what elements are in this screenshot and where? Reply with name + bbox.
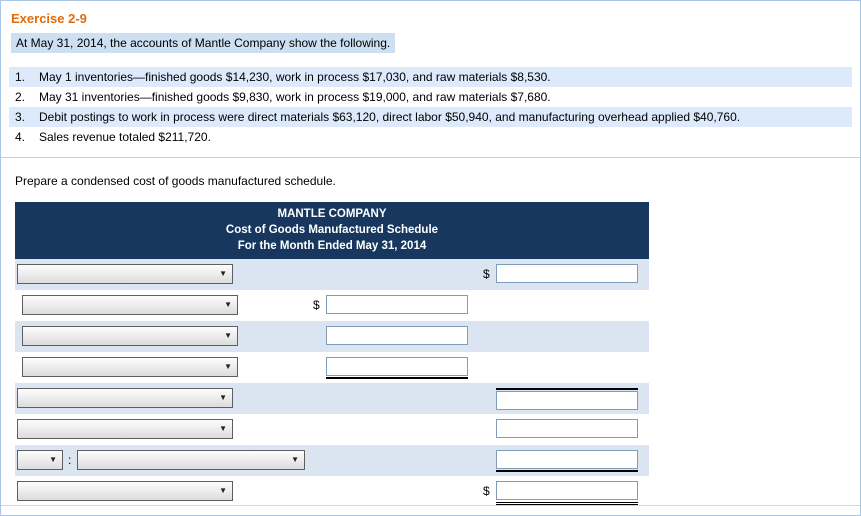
amount-cell xyxy=(326,357,468,380)
dollar-sign: $ xyxy=(483,484,490,499)
exercise-title: Exercise 2-9 xyxy=(11,11,87,26)
amount-cell xyxy=(496,419,638,439)
list-item-number: 3. xyxy=(15,109,26,124)
section-divider xyxy=(1,157,860,158)
schedule-row: ▼ xyxy=(15,414,649,445)
exercise-content: Exercise 2-9 At May 31, 2014, the accoun… xyxy=(1,1,860,506)
amount-cell xyxy=(496,450,638,473)
company-name: MANTLE COMPANY xyxy=(277,208,387,220)
account-dropdown[interactable]: ▼ xyxy=(17,388,233,409)
list-item: 4. Sales revenue totaled $211,720. xyxy=(9,127,852,147)
qualifier-dropdown[interactable]: ▼ xyxy=(17,450,63,471)
schedule-row: ▼ $ xyxy=(15,290,649,321)
chevron-down-icon: ▼ xyxy=(219,393,227,403)
schedule-row: ▼ $ xyxy=(15,259,649,291)
chevron-down-icon: ▼ xyxy=(224,331,232,341)
account-dropdown[interactable]: ▼ xyxy=(77,450,305,471)
list-item-number: 1. xyxy=(15,69,26,84)
amount-cell: $ xyxy=(483,481,638,506)
account-dropdown[interactable]: ▼ xyxy=(22,326,238,347)
chevron-down-icon: ▼ xyxy=(219,424,227,434)
schedule-body: ▼ $ ▼ $ xyxy=(15,259,649,507)
chevron-down-icon: ▼ xyxy=(291,455,299,465)
amount-input[interactable] xyxy=(496,450,638,470)
account-dropdown[interactable]: ▼ xyxy=(22,295,238,316)
schedule-row: ▼ xyxy=(15,383,649,415)
list-item: 3. Debit postings to work in process wer… xyxy=(9,107,852,127)
schedule-row: ▼ $ xyxy=(15,476,649,507)
account-dropdown[interactable]: ▼ xyxy=(17,264,233,285)
chevron-down-icon: ▼ xyxy=(224,362,232,372)
amount-input[interactable] xyxy=(496,391,638,411)
amount-input[interactable] xyxy=(496,419,638,439)
schedule-row: ▼ xyxy=(15,321,649,353)
schedule-header: MANTLE COMPANY Cost of Goods Manufacture… xyxy=(15,202,649,260)
amount-input[interactable] xyxy=(326,326,468,346)
list-item-text: May 31 inventories—finished goods $9,830… xyxy=(39,89,551,104)
dollar-sign: $ xyxy=(483,267,490,282)
list-item-number: 4. xyxy=(15,129,26,144)
schedule-row: ▼ : ▼ xyxy=(15,445,649,477)
schedule-title: Cost of Goods Manufactured Schedule xyxy=(225,224,439,237)
amount-cell xyxy=(326,326,468,346)
cogm-schedule-table: MANTLE COMPANY Cost of Goods Manufacture… xyxy=(15,202,649,507)
chevron-down-icon: ▼ xyxy=(49,455,57,465)
amount-input[interactable] xyxy=(496,264,638,284)
amount-input[interactable] xyxy=(496,481,638,501)
list-item-text: Debit postings to work in process were d… xyxy=(39,109,741,124)
account-dropdown[interactable]: ▼ xyxy=(17,481,233,502)
dollar-sign: $ xyxy=(313,298,320,313)
list-item: 2. May 31 inventories—finished goods $9,… xyxy=(9,87,852,107)
account-dropdown[interactable]: ▼ xyxy=(22,357,238,378)
chevron-down-icon: ▼ xyxy=(219,269,227,279)
amount-input[interactable] xyxy=(326,357,468,377)
list-item-text: Sales revenue totaled $211,720. xyxy=(39,129,211,144)
schedule-period: For the Month Ended May 31, 2014 xyxy=(237,240,427,253)
intro-text: At May 31, 2014, the accounts of Mantle … xyxy=(11,33,396,53)
chevron-down-icon: ▼ xyxy=(224,300,232,310)
schedule-row: ▼ xyxy=(15,352,649,383)
amount-cell xyxy=(496,388,638,411)
amount-cell: $ xyxy=(483,264,638,284)
instruction-text: Prepare a condensed cost of goods manufa… xyxy=(15,174,336,188)
separator-colon: : xyxy=(68,453,72,468)
list-item-number: 2. xyxy=(15,89,26,104)
account-dropdown[interactable]: ▼ xyxy=(17,419,233,440)
list-item-text: May 1 inventories—finished goods $14,230… xyxy=(39,69,551,84)
amount-cell: $ xyxy=(313,295,468,315)
amount-input[interactable] xyxy=(326,295,468,315)
list-item: 1. May 1 inventories—finished goods $14,… xyxy=(9,67,852,87)
facts-list: 1. May 1 inventories—finished goods $14,… xyxy=(9,67,852,147)
chevron-down-icon: ▼ xyxy=(219,486,227,496)
